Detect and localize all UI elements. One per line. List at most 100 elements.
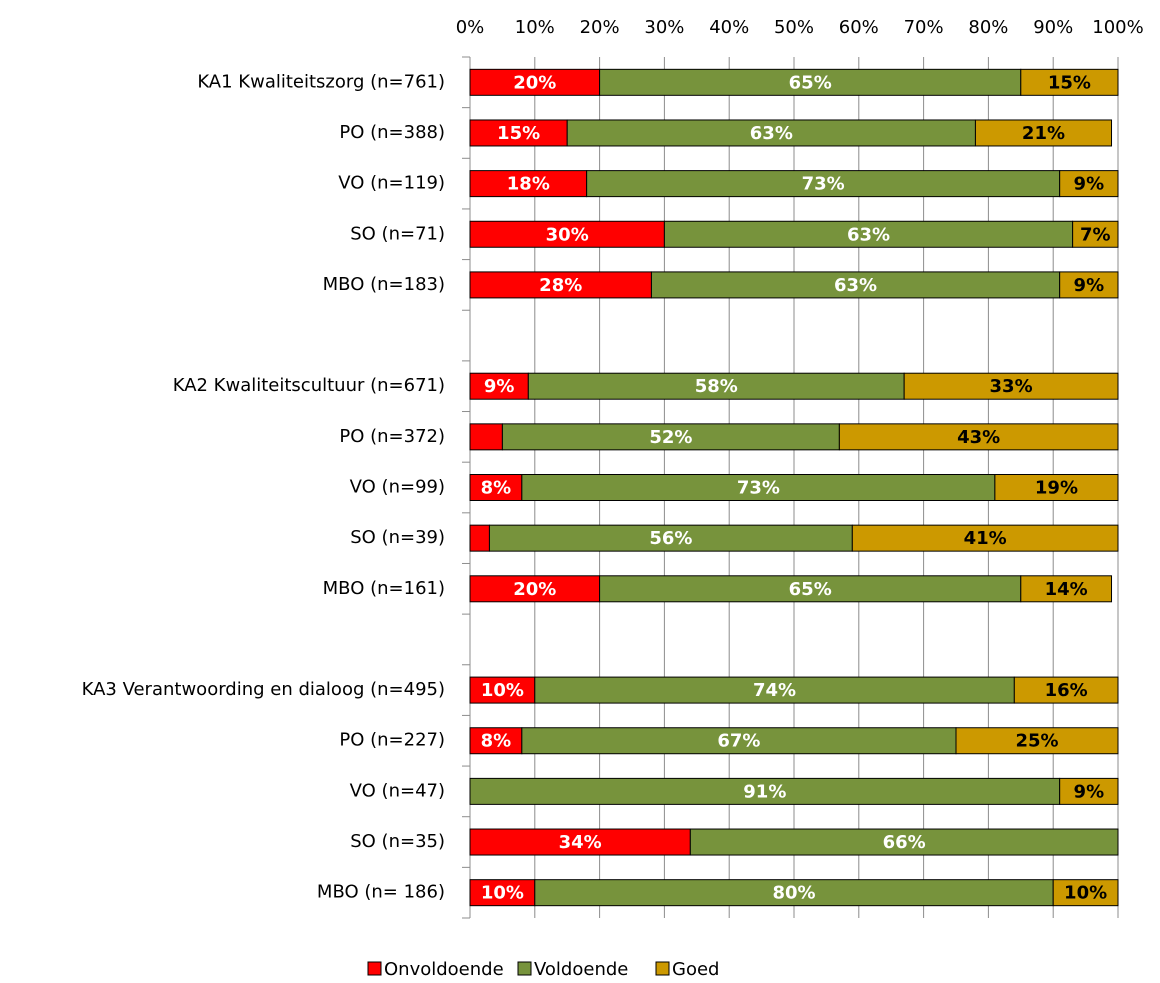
bar-segment — [1059, 777, 1119, 805]
data-label: 20% — [513, 579, 556, 600]
data-label: 73% — [802, 174, 845, 195]
bar-segment — [488, 524, 853, 552]
x-tick-label: 50% — [774, 17, 814, 38]
y-tick-label: VO (n=47) — [350, 780, 445, 801]
y-tick-label: PO (n=372) — [339, 426, 445, 447]
x-tick-label: 90% — [1033, 17, 1073, 38]
data-label: 15% — [1048, 72, 1091, 93]
bar-segment — [838, 423, 1119, 451]
bar-segment — [1020, 68, 1119, 96]
data-label: 14% — [1045, 579, 1088, 600]
legend-label: Onvoldoende — [384, 959, 504, 980]
legend-swatch — [517, 961, 532, 976]
y-tick-label: SO (n=35) — [350, 831, 445, 852]
data-label: 33% — [990, 376, 1033, 397]
data-label: 74% — [753, 680, 796, 701]
bar-segment — [994, 474, 1119, 501]
data-label: 15% — [497, 123, 540, 144]
data-label: 25% — [1015, 731, 1058, 752]
bar-segment — [501, 423, 840, 451]
y-tick-label: VO (n=99) — [350, 477, 445, 498]
bar-segment — [1013, 676, 1119, 704]
y-tick-label: KA1 Kwaliteitszorg (n=761) — [197, 71, 445, 92]
bar-segment — [469, 170, 588, 198]
y-tick-label: KA3 Verantwoording en dialoog (n=495) — [82, 679, 445, 700]
legend-label: Goed — [672, 959, 719, 980]
x-tick-label: 100% — [1092, 17, 1143, 38]
data-label: 65% — [789, 72, 832, 93]
data-label: 80% — [772, 883, 815, 904]
bar-segment — [689, 828, 1119, 856]
bar-segment — [469, 879, 536, 907]
x-tick-label: 80% — [968, 17, 1008, 38]
bar-segment — [469, 474, 523, 501]
data-label: 9% — [1074, 275, 1105, 296]
bar-segment — [469, 676, 536, 704]
data-label: 10% — [481, 883, 524, 904]
x-tick-label: 60% — [839, 17, 879, 38]
data-label: 28% — [539, 275, 582, 296]
data-label: 65% — [789, 579, 832, 600]
bar-segment — [974, 119, 1113, 147]
bar-segment — [469, 372, 529, 400]
y-tick-label: SO (n=71) — [350, 223, 445, 244]
x-tick-label: 30% — [644, 17, 684, 38]
data-label: 73% — [737, 478, 780, 499]
bar-segment — [586, 170, 1061, 198]
bar-segment — [566, 119, 976, 147]
bar-segment — [534, 676, 1015, 704]
legend-label: Voldoende — [534, 959, 628, 980]
data-label: 10% — [1064, 883, 1107, 904]
data-label: 8% — [481, 731, 512, 752]
bar-segment — [851, 524, 1119, 552]
legend-swatch — [655, 961, 670, 976]
bar-segment — [469, 777, 1061, 805]
bar-segment — [1072, 220, 1119, 248]
data-label: 30% — [546, 224, 589, 245]
data-label: 52% — [649, 427, 692, 448]
bar-segment — [1052, 879, 1119, 907]
x-tick-label: 20% — [580, 17, 620, 38]
data-label: 63% — [834, 275, 877, 296]
y-tick-label: MBO (n=183) — [323, 274, 445, 295]
bar-segment — [955, 727, 1119, 755]
y-tick-label: MBO (n=161) — [323, 578, 445, 599]
y-tick-label: VO (n=119) — [338, 173, 445, 194]
data-label: 18% — [507, 174, 550, 195]
data-label: 66% — [883, 832, 926, 853]
data-label: 9% — [1074, 174, 1105, 195]
x-tick-label: 0% — [456, 17, 485, 38]
bar-segment — [650, 271, 1061, 299]
data-label: 10% — [481, 680, 524, 701]
data-label: 8% — [481, 478, 512, 499]
y-tick-label: PO (n=388) — [339, 122, 445, 143]
y-tick-label: MBO (n= 186) — [317, 882, 445, 903]
data-label: 91% — [743, 781, 786, 802]
bar-segment — [1059, 271, 1119, 299]
bar-segment — [521, 727, 957, 755]
data-label: 56% — [649, 528, 692, 549]
bar-segment — [903, 372, 1119, 400]
bar-segment — [469, 423, 503, 451]
data-label: 58% — [695, 376, 738, 397]
data-label: 19% — [1035, 478, 1078, 499]
data-label: 63% — [750, 123, 793, 144]
bar-segment — [469, 119, 568, 147]
bar-segment — [1020, 575, 1113, 603]
legend-swatch — [367, 961, 382, 976]
data-label: 9% — [484, 376, 515, 397]
bar-segment — [469, 271, 652, 299]
data-label: 63% — [847, 224, 890, 245]
data-label: 7% — [1080, 224, 1111, 245]
x-tick-label: 10% — [515, 17, 555, 38]
data-label: 9% — [1074, 781, 1105, 802]
x-tick-label: 70% — [904, 17, 944, 38]
bar-segment — [469, 828, 691, 856]
bar-segment — [469, 524, 490, 552]
bar-segment — [521, 474, 996, 501]
data-label: 21% — [1022, 123, 1065, 144]
bar-segment — [1059, 170, 1119, 198]
bar-segment — [469, 575, 601, 603]
data-label: 41% — [964, 528, 1007, 549]
